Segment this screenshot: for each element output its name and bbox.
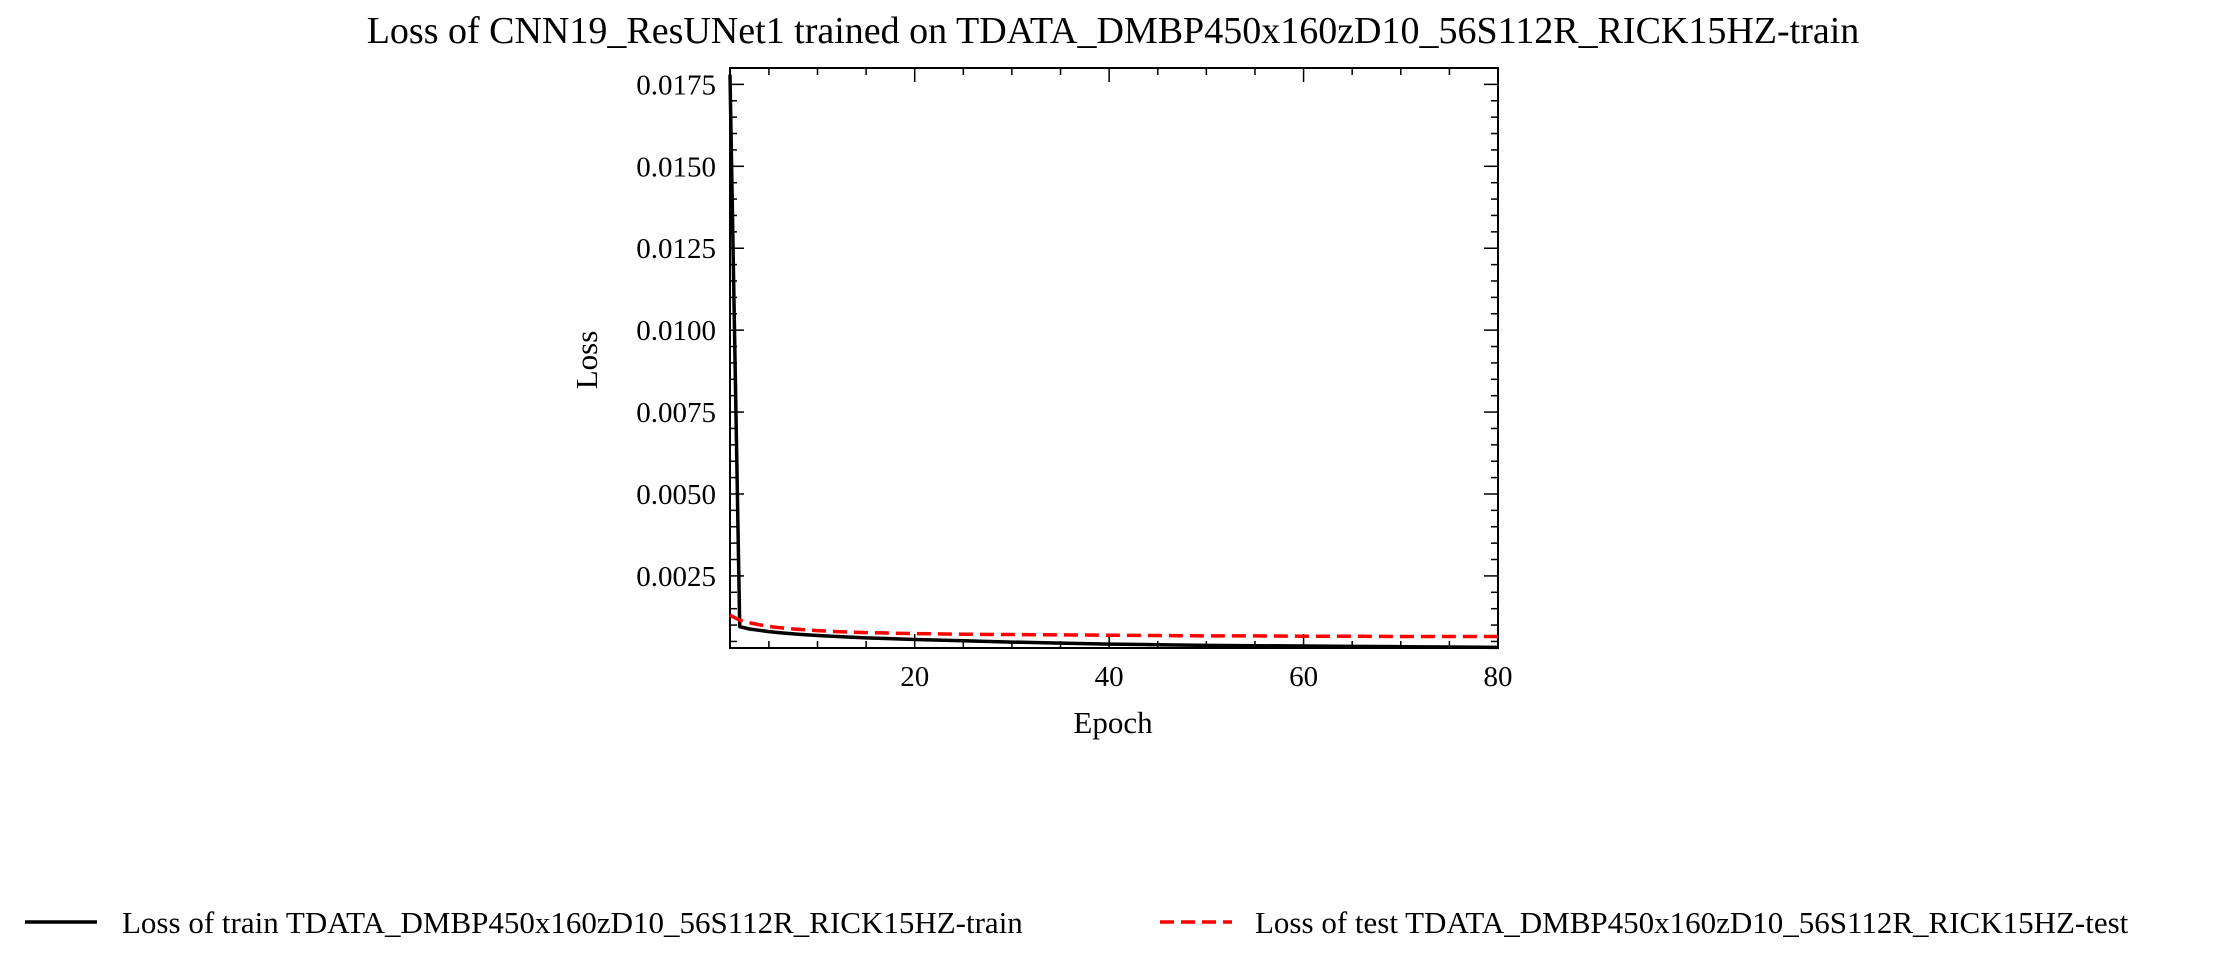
series-lines bbox=[728, 74, 1499, 650]
x-tick-label: 80 bbox=[1484, 661, 1513, 693]
y-tick-label: 0.0025 bbox=[636, 561, 716, 593]
x-tick-label: 60 bbox=[1289, 661, 1318, 693]
y-tick-label: 0.0100 bbox=[636, 315, 716, 347]
chart-legend: Loss of train TDATA_DMBP450x160zD10_56S1… bbox=[25, 905, 2129, 940]
plot-axes bbox=[729, 67, 1499, 649]
chart-title: Loss of CNN19_ResUNet1 trained on TDATA_… bbox=[367, 10, 1860, 52]
x-tick-label: 40 bbox=[1095, 661, 1124, 693]
y-tick-label: 0.0175 bbox=[636, 69, 716, 101]
axis-ticks: 20 40 60 80 0.0025 0.0050 0.0075 0.0100 0.0125 0.… bbox=[636, 68, 1513, 693]
x-axis-title: Epoch bbox=[1073, 705, 1153, 740]
y-tick-label: 0.0125 bbox=[636, 233, 716, 265]
legend-label: Loss of test TDATA_DMBP450x160zD10_56S11… bbox=[1255, 905, 2129, 940]
y-axis-title: Loss bbox=[569, 331, 604, 390]
y-tick-label: 0.0050 bbox=[636, 479, 716, 511]
legend-label: Loss of train TDATA_DMBP450x160zD10_56S1… bbox=[122, 905, 1023, 940]
test-loss-line bbox=[729, 613, 1498, 639]
x-tick-label: 20 bbox=[900, 661, 929, 693]
plot-frame bbox=[729, 67, 1499, 649]
y-tick-label: 0.0150 bbox=[636, 151, 716, 183]
train-loss-line bbox=[728, 74, 1499, 650]
y-tick-label: 0.0075 bbox=[636, 397, 716, 429]
